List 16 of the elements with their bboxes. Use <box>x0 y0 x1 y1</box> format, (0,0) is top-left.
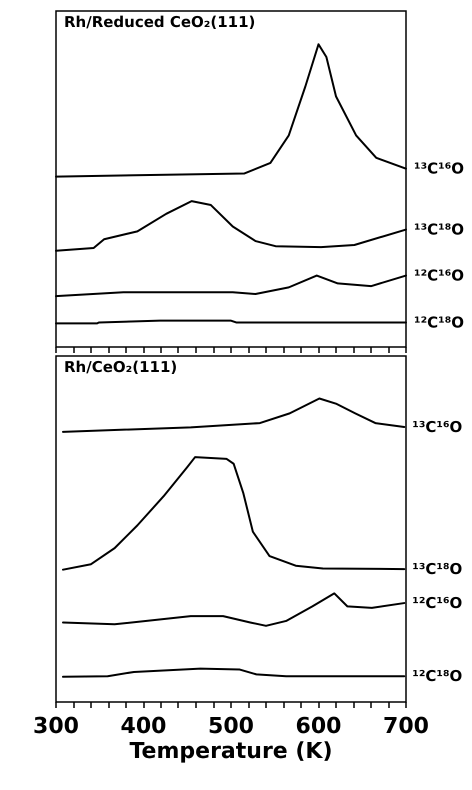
chart-title: Rh/CeO₂(111) <box>64 358 178 376</box>
x-tick-label: 400 <box>120 714 166 739</box>
series-label: ¹³C¹⁸O <box>414 220 464 239</box>
series-label: ¹²C¹⁸O <box>414 313 464 332</box>
x-axis-title: Temperature (K) <box>129 739 333 764</box>
series-label: ¹³C¹⁶O <box>414 160 464 178</box>
series-label: ¹³C¹⁸O <box>412 560 462 578</box>
x-tick-label: 600 <box>296 714 342 739</box>
series-label: ¹²C¹⁶O <box>412 594 462 612</box>
series-label: ¹²C¹⁶O <box>414 266 464 285</box>
x-tick-label: 300 <box>33 714 79 739</box>
series-label: ¹²C¹⁸O <box>412 667 462 686</box>
x-tick-label: 500 <box>208 714 254 739</box>
chart-title: Rh/Reduced CeO₂(111) <box>64 13 256 31</box>
x-tick-label: 700 <box>383 714 429 739</box>
series-label: ¹³C¹⁶O <box>412 418 462 436</box>
